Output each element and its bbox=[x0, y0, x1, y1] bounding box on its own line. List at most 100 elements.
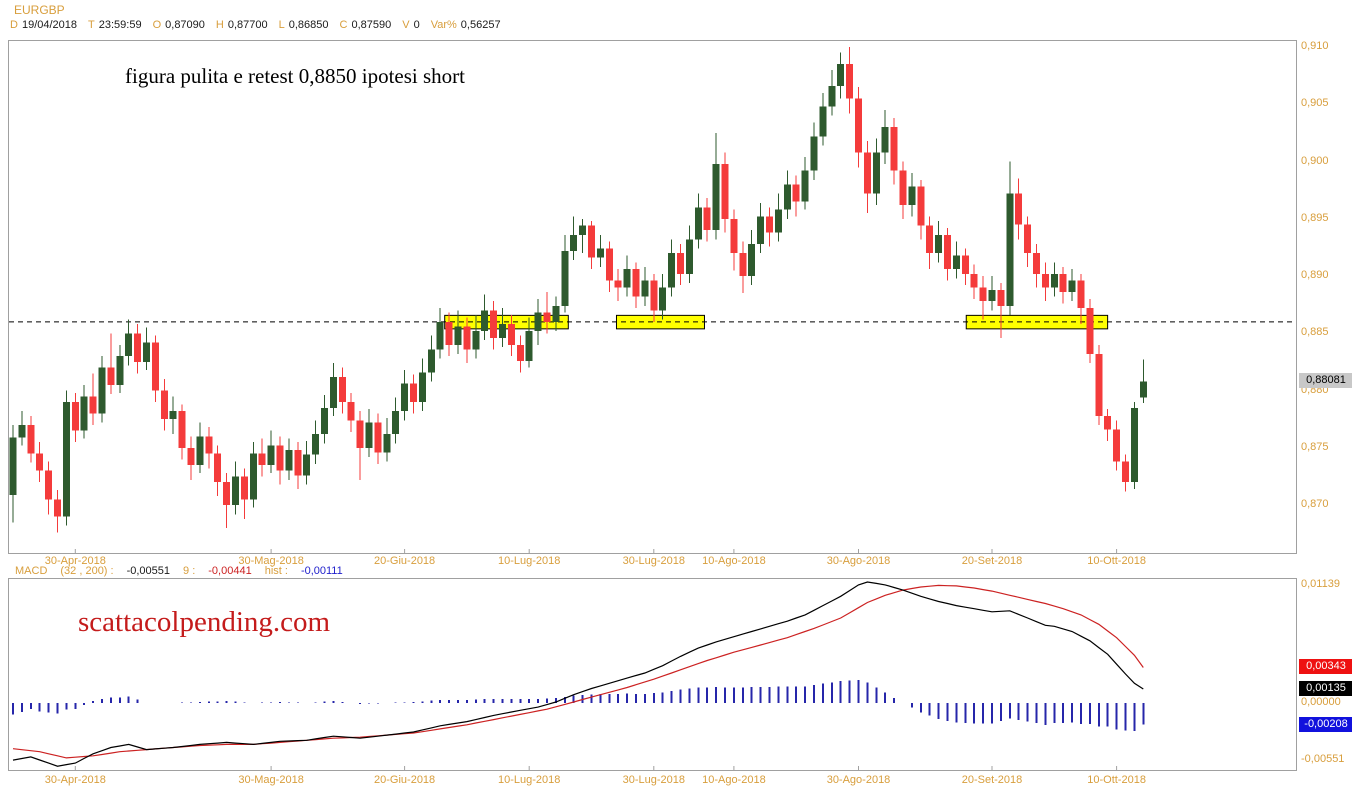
quote-field-key: L bbox=[278, 19, 285, 31]
candle-body bbox=[1095, 353, 1103, 416]
quote-field-key: Var% bbox=[430, 19, 457, 31]
macd-tick-label: 0,00000 bbox=[1301, 696, 1341, 708]
candle-body bbox=[926, 225, 934, 254]
candle-body bbox=[356, 420, 364, 448]
candle-body bbox=[774, 209, 782, 233]
candle-body bbox=[872, 152, 880, 194]
quote-field-value: 19/04/2018 bbox=[21, 19, 78, 31]
candle-body bbox=[766, 216, 773, 233]
quote-field-key: O bbox=[152, 19, 162, 31]
macd-header-item-1: (32 , 200) : bbox=[60, 565, 114, 577]
candle-body bbox=[436, 321, 444, 350]
candle-body bbox=[988, 289, 996, 302]
candle-body bbox=[294, 450, 302, 476]
candle-body bbox=[970, 273, 978, 288]
date-tick-label: 20-Giu-2018 bbox=[374, 555, 436, 567]
candle-body bbox=[276, 445, 284, 471]
candle-body bbox=[819, 106, 827, 137]
quote-field-value: 23:59:59 bbox=[98, 19, 142, 31]
price-tick-label: 0,900 bbox=[1301, 154, 1329, 167]
candle-body bbox=[240, 476, 248, 500]
macd-main-line bbox=[12, 581, 1144, 767]
candle-body bbox=[223, 482, 231, 506]
quote-field-o: O 0,87090 bbox=[153, 19, 205, 31]
candle-body bbox=[792, 184, 800, 202]
candle-body bbox=[534, 312, 542, 332]
candle-body bbox=[543, 312, 551, 322]
date-tick-label: 30-Ago-2018 bbox=[826, 555, 891, 567]
quote-field-value: 0,87590 bbox=[351, 19, 392, 31]
candle-body bbox=[614, 280, 622, 288]
macd-header-item-3: 9 : bbox=[183, 565, 196, 577]
candle-body bbox=[214, 453, 222, 483]
candle-body bbox=[249, 453, 257, 500]
candle-body bbox=[739, 253, 747, 277]
candle-body bbox=[151, 342, 159, 391]
candle-body bbox=[561, 250, 569, 306]
quote-field-key: C bbox=[339, 19, 348, 31]
site-watermark: scattacolpending.com bbox=[78, 606, 331, 638]
date-tick-label: 10-Ago-2018 bbox=[702, 555, 766, 567]
candle-body bbox=[570, 234, 578, 251]
candle-body bbox=[685, 239, 693, 274]
quote-field-value: 0,87700 bbox=[227, 19, 268, 31]
quote-field-l: L 0,86850 bbox=[279, 19, 329, 31]
candle-body bbox=[516, 344, 524, 361]
quote-field-value: 0,56257 bbox=[460, 19, 501, 31]
candle-body bbox=[668, 253, 676, 288]
price-tick-label: 0,895 bbox=[1301, 211, 1329, 224]
candle-body bbox=[846, 64, 854, 99]
candle-body bbox=[1086, 308, 1094, 354]
quote-field-d: D 19/04/2018 bbox=[10, 19, 77, 31]
candle-body bbox=[62, 402, 70, 517]
price-tick-label: 0,885 bbox=[1301, 326, 1329, 339]
candle-body bbox=[347, 402, 355, 421]
candle-body bbox=[329, 376, 337, 408]
quote-field-h: H 0,87700 bbox=[216, 19, 268, 31]
macd-value-badge-signal: 0,00343 bbox=[1299, 659, 1352, 675]
macd-chart-canvas[interactable] bbox=[8, 578, 1297, 771]
macd-signal-line bbox=[12, 584, 1144, 759]
quote-field-value: 0,87090 bbox=[165, 19, 205, 31]
macd-header-item-2: -0,00551 bbox=[126, 565, 171, 577]
candle-body bbox=[730, 218, 738, 254]
candle-body bbox=[632, 269, 640, 297]
price-chart-canvas[interactable] bbox=[8, 40, 1297, 554]
candle-body bbox=[392, 411, 400, 435]
candle-body bbox=[410, 383, 417, 403]
macd-header-item-5: hist : bbox=[264, 565, 288, 577]
price-tick-label: 0,905 bbox=[1301, 97, 1329, 110]
candle-body bbox=[1041, 273, 1049, 288]
candle-body bbox=[650, 280, 658, 311]
candle-body bbox=[979, 287, 987, 302]
price-tick-label: 0,870 bbox=[1301, 498, 1329, 511]
quote-field-value: 0,86850 bbox=[288, 19, 329, 31]
candle-body bbox=[828, 85, 836, 107]
chart-annotation-text: figura pulita e retest 0,8850 ipotesi sh… bbox=[125, 64, 466, 88]
candle-body bbox=[677, 253, 684, 274]
candle-body bbox=[18, 424, 26, 438]
candle-body bbox=[1059, 273, 1067, 293]
candle-body bbox=[552, 305, 560, 322]
candle-body bbox=[472, 331, 480, 350]
date-tick-label: 30-Mag-2018 bbox=[238, 774, 304, 786]
candle-body bbox=[427, 349, 435, 373]
candle-body bbox=[1113, 429, 1121, 462]
candle-body bbox=[935, 234, 943, 254]
candle-body bbox=[45, 470, 53, 500]
candle-body bbox=[917, 186, 925, 226]
candle-body bbox=[499, 324, 506, 338]
candle-body bbox=[36, 453, 44, 471]
candle-body bbox=[205, 436, 213, 454]
candle-body bbox=[107, 367, 115, 385]
date-tick-label: 30-Ago-2018 bbox=[826, 774, 891, 786]
macd-tick-label: 0,01139 bbox=[1301, 577, 1340, 590]
candle-body bbox=[855, 98, 862, 153]
candle-body bbox=[863, 152, 871, 194]
candle-body bbox=[1122, 461, 1129, 483]
macd-value-badge-histogram: -0,00208 bbox=[1299, 716, 1352, 732]
candle-body bbox=[303, 454, 311, 476]
candle-body bbox=[1077, 280, 1085, 309]
